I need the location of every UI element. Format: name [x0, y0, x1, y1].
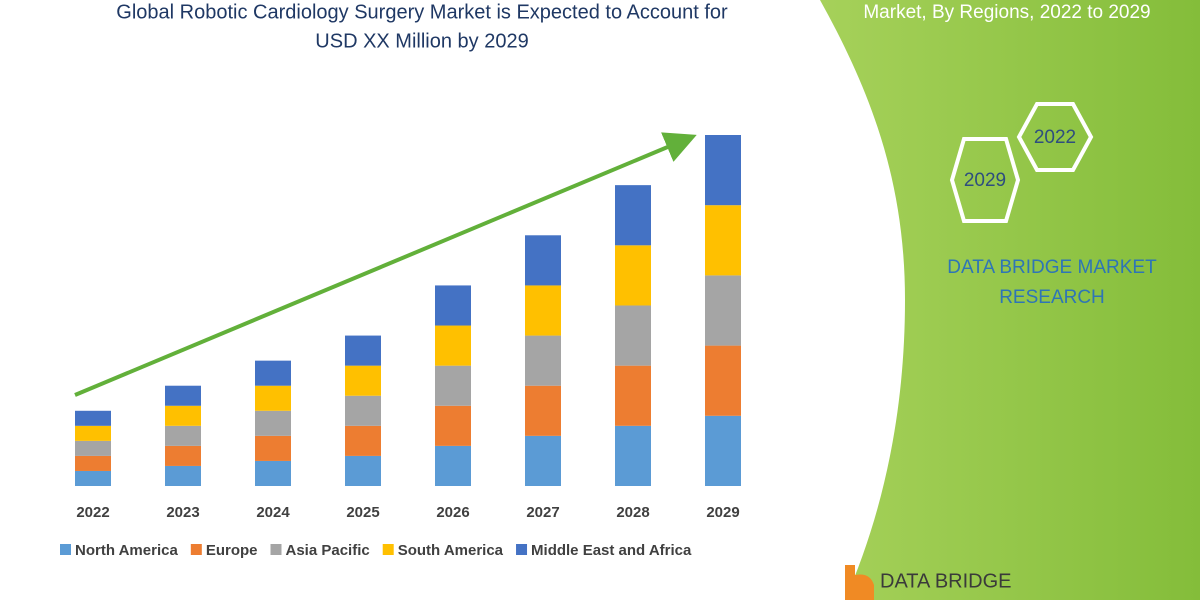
panel-subtitle: Market, By Regions, 2022 to 2029 [863, 2, 1150, 23]
bar-segment [75, 455, 111, 471]
logo-text: DATA BRIDGE [880, 570, 1012, 592]
bar-segment [615, 365, 651, 426]
bar-segment [75, 470, 111, 486]
bar-segment [75, 440, 111, 456]
bar-segment [435, 365, 471, 406]
legend-label: Asia Pacific [286, 542, 370, 559]
legend-label: Europe [206, 542, 258, 559]
bar-segment [165, 465, 201, 486]
bar-segment [255, 360, 291, 386]
hexagon-label: 2022 [1034, 127, 1076, 148]
x-tick-label: 2024 [256, 504, 290, 521]
bar-segment [615, 185, 651, 246]
legend-swatch [382, 544, 394, 555]
bar-segment [705, 345, 741, 416]
bar-segment [435, 445, 471, 486]
x-tick-label: 2029 [706, 504, 739, 521]
hexagon [949, 137, 1021, 223]
bar-segment [345, 335, 381, 366]
brand-text: RESEARCH [999, 287, 1105, 308]
bar-segment [435, 405, 471, 446]
bar-segment [345, 425, 381, 456]
x-tick-label: 2023 [166, 504, 199, 521]
bar-segment [525, 285, 561, 336]
brand-text: DATA BRIDGE MARKET [947, 257, 1157, 278]
bar-segment [705, 135, 741, 206]
bar-segment [165, 425, 201, 446]
logo-icon [845, 565, 874, 600]
bar-segment [255, 410, 291, 436]
hexagon [1016, 102, 1094, 172]
bar-segment [705, 415, 741, 486]
legend-label: Middle East and Africa [531, 542, 692, 559]
bar-segment [75, 425, 111, 441]
hexagon-label: 2029 [964, 170, 1006, 191]
x-tick-label: 2027 [526, 504, 559, 521]
bar-segment [435, 285, 471, 326]
chart-title: USD XX Million by 2029 [315, 30, 528, 52]
bar-segment [75, 410, 111, 426]
bar-segment [525, 435, 561, 486]
bar-segment [345, 455, 381, 486]
x-tick-label: 2022 [76, 504, 109, 521]
bar-segment [165, 385, 201, 406]
legend-swatch [60, 544, 71, 555]
legend-label: South America [398, 542, 504, 559]
x-tick-label: 2028 [616, 504, 649, 521]
side-panel [820, 0, 1200, 600]
x-tick-label: 2026 [436, 504, 469, 521]
trend-arrow [74, 132, 697, 397]
bar-segment [615, 245, 651, 306]
bar-segment [165, 445, 201, 466]
bar-segment [165, 405, 201, 426]
x-tick-label: 2025 [346, 504, 379, 521]
bar-segment [525, 335, 561, 386]
bar-segment [705, 205, 741, 276]
bar-segment [525, 235, 561, 286]
bar-segment [435, 325, 471, 366]
bar-segment [345, 365, 381, 396]
legend-label: North America [75, 542, 178, 559]
bar-segment [525, 385, 561, 436]
bar-segment [255, 460, 291, 486]
bar-segment [705, 275, 741, 346]
bar-segment [345, 395, 381, 426]
logo: DATA BRIDGE [845, 565, 1012, 600]
legend-swatch [190, 544, 202, 555]
legend-swatch [270, 544, 282, 555]
bar-segment [615, 305, 651, 366]
bar-segment [255, 435, 291, 461]
legend-swatch [516, 544, 528, 555]
bar-segment [615, 425, 651, 486]
bar-segment [255, 385, 291, 411]
chart-title: Global Robotic Cardiology Surgery Market… [116, 1, 728, 23]
